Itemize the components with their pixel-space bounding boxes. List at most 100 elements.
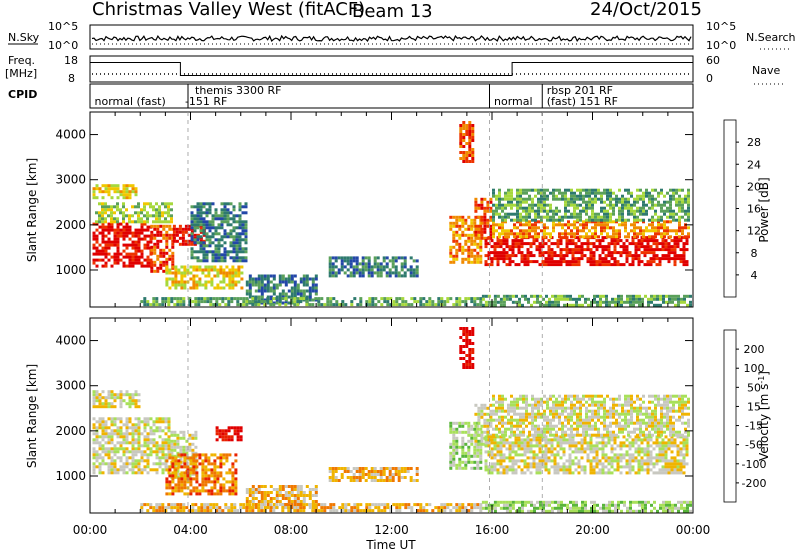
power-cell-0-49 <box>107 225 111 229</box>
velocity-cell-11-250 <box>562 438 566 442</box>
power-cell-15-404 <box>645 212 648 216</box>
power-cell-15-258 <box>588 215 591 219</box>
power-cell-3-44 <box>128 196 132 200</box>
power-cell-6-63 <box>202 232 206 236</box>
power-cell-7-47 <box>263 277 267 281</box>
velocity-cell-7-124 <box>314 506 318 510</box>
power-cell-9-187 <box>416 300 420 304</box>
velocity-cell-1-90 <box>194 430 198 434</box>
power-cell-16-165 <box>659 303 662 307</box>
power-cell-10-78 <box>470 239 474 243</box>
power-cell-1-57 <box>165 239 169 243</box>
power-cell-15-356 <box>627 200 630 204</box>
power-cell-2-2 <box>98 202 101 206</box>
velocity-cell-0-150 <box>125 429 129 433</box>
velocity-cell-5-25 <box>257 488 261 491</box>
velocity-cell-3-70 <box>186 474 190 478</box>
velocity-cell-0-119 <box>116 468 120 472</box>
power-cell-6-129 <box>217 226 221 230</box>
power-cell-13-400 <box>661 242 665 246</box>
power-cell-11-24 <box>465 133 469 136</box>
velocity-cell-8-99 <box>476 430 480 434</box>
velocity-cell-7-245 <box>479 506 483 510</box>
velocity-cell-6-89 <box>397 476 401 479</box>
power-cell-16-0 <box>481 294 485 298</box>
power-cell-15-117 <box>534 218 537 222</box>
power-cell-7-82 <box>278 280 282 284</box>
velocity-cell-10-17 <box>480 409 484 413</box>
velocity-cell-6-90 <box>397 479 401 482</box>
power-cell-16-183 <box>677 303 680 307</box>
velocity-cell-9-2 <box>459 345 463 348</box>
velocity-cell-0-96 <box>113 417 117 421</box>
velocity-cell-3-192 <box>225 459 229 463</box>
power-cell-8-0 <box>328 256 332 260</box>
velocity-cell-8-80 <box>470 436 474 440</box>
power-cell-6-2 <box>190 214 194 218</box>
velocity-cell-11-84 <box>508 456 512 460</box>
velocity-cell-0-303 <box>161 420 165 424</box>
power-cell-8-135 <box>409 265 413 269</box>
power-cell-15-334 <box>618 209 621 213</box>
power-cell-15-202 <box>570 188 573 192</box>
y-tick-label-2: 3000 <box>55 173 86 187</box>
power-cell-9-155 <box>371 297 375 301</box>
power-cell-7-72 <box>272 289 276 293</box>
power-cell-8-15 <box>334 265 338 269</box>
power-cell-10-101 <box>476 245 480 249</box>
velocity-cell-5-42 <box>266 500 270 503</box>
velocity-cell-11-42 <box>496 447 500 451</box>
power-cell-16-116 <box>611 300 614 304</box>
velocity-cell-7-97 <box>269 509 273 513</box>
power-cell-16-158 <box>653 297 656 301</box>
nsky-series <box>91 34 692 45</box>
power-cell-11-28 <box>465 157 469 160</box>
velocity-cell-0-291 <box>158 420 162 424</box>
power-cell-6-88 <box>208 208 212 212</box>
power-cell-13-306 <box>619 239 623 243</box>
power-cell-6-249 <box>244 205 248 209</box>
power-cell-7-123 <box>296 283 300 287</box>
power-cell-6-92 <box>208 226 212 230</box>
velocity-cell-5-123 <box>308 506 312 509</box>
power-cell-6-258 <box>244 241 248 245</box>
power-cell-0-105 <box>125 222 129 226</box>
power-cell-8-85 <box>376 262 380 266</box>
velocity-cell-7-3 <box>143 503 147 507</box>
velocity-cell-7-56 <box>209 506 213 510</box>
velocity-cell-0-167 <box>128 450 132 454</box>
velocity-cell-3-137 <box>207 468 211 472</box>
power-cell-15-118 <box>537 188 540 192</box>
velocity-cell-8-45 <box>461 421 465 425</box>
power-cell-0-58 <box>110 222 114 226</box>
power-cell-16-130 <box>626 297 629 301</box>
power-cell-14-30 <box>516 220 519 224</box>
cpid-strip-frame <box>89 83 694 109</box>
velocity-cell-7-13 <box>158 503 162 507</box>
velocity-cell-3-23 <box>171 480 175 484</box>
power-cell-15-489 <box>684 197 687 201</box>
velocity-cell-11-281 <box>571 450 575 454</box>
velocity-cell-1-5 <box>170 448 174 452</box>
velocity-cell-0-231 <box>143 426 147 430</box>
power-cell-15-137 <box>543 188 546 192</box>
power-cell-14-145 <box>600 232 603 236</box>
power-cell-2-114 <box>170 217 173 221</box>
velocity-cell-3-85 <box>192 453 196 457</box>
power-cell-16-168 <box>662 300 665 304</box>
power-cell-9-10 <box>155 297 159 301</box>
velocity-cell-5-50 <box>272 488 276 491</box>
velocity-cell-0-29 <box>98 426 102 430</box>
power-cell-15-89 <box>525 197 528 201</box>
power-cell-15-253 <box>588 194 591 198</box>
power-cell-16-104 <box>599 297 602 301</box>
power-cell-14-180 <box>630 223 633 227</box>
power-cell-0-97 <box>122 231 126 235</box>
velocity-cell-11-64 <box>502 444 506 448</box>
nsearch-ytick-bottom: 10^0 <box>706 39 736 52</box>
power-cell-5-131 <box>237 271 241 275</box>
velocity-cell-5-30 <box>260 494 264 497</box>
velocity-cell-7-130 <box>320 509 324 513</box>
power-cell-14-29 <box>513 235 516 239</box>
power-cell-1-48 <box>162 251 166 255</box>
